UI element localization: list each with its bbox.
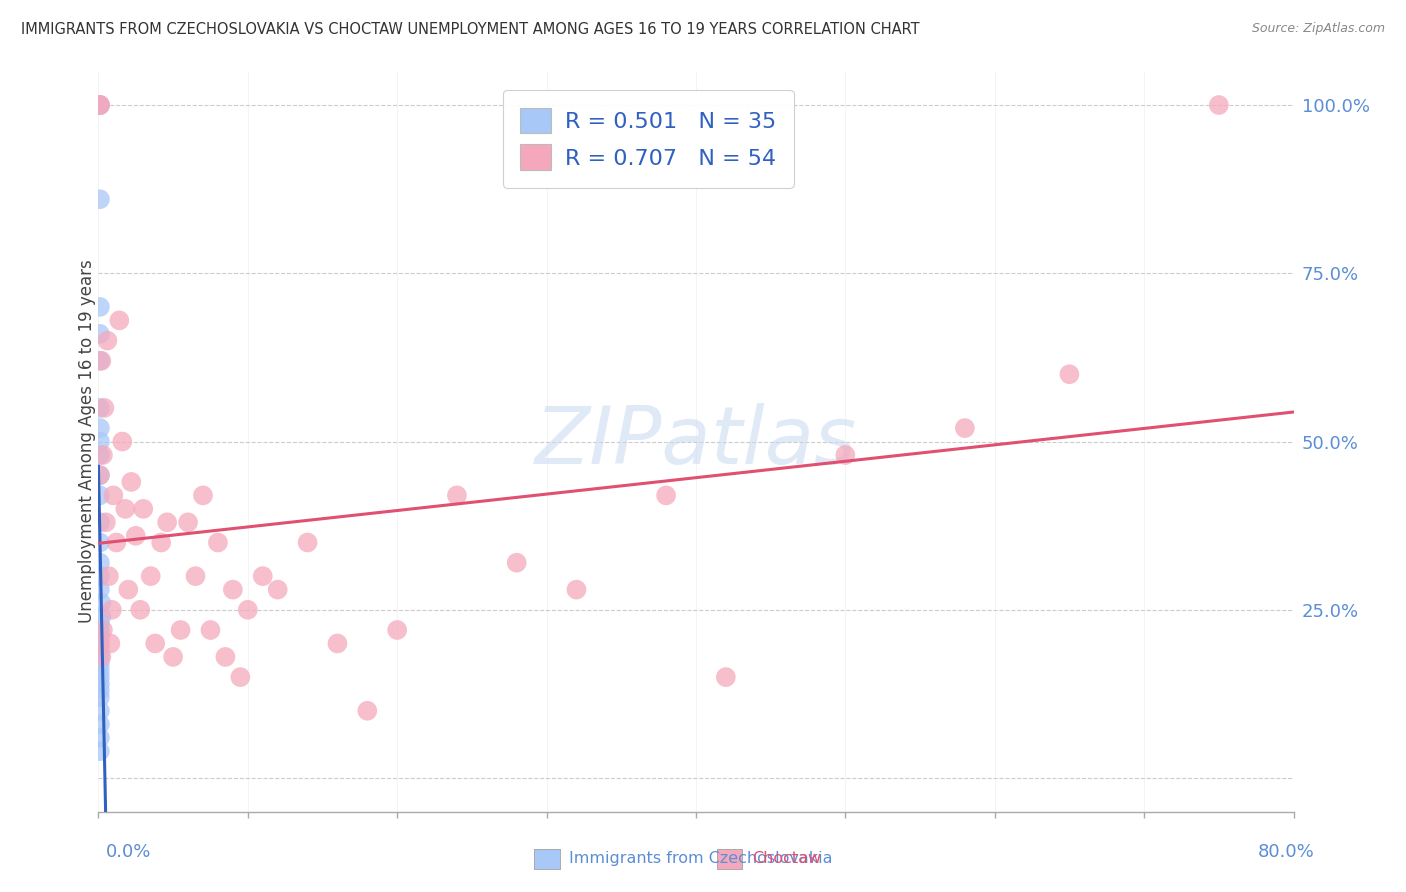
Legend: R = 0.501   N = 35, R = 0.707   N = 54: R = 0.501 N = 35, R = 0.707 N = 54 — [502, 90, 794, 188]
Point — [117, 582, 139, 597]
Point — [229, 670, 252, 684]
Point — [89, 569, 111, 583]
Point — [91, 448, 114, 462]
Point — [150, 535, 173, 549]
Point — [89, 98, 111, 112]
Point — [565, 582, 588, 597]
Point — [94, 516, 117, 530]
Point — [222, 582, 245, 597]
Point — [1059, 368, 1081, 382]
Point — [89, 636, 111, 650]
Point — [97, 569, 120, 583]
Point — [89, 657, 111, 671]
Point — [89, 630, 111, 644]
Text: Immigrants from Czechoslovakia: Immigrants from Czechoslovakia — [569, 851, 832, 865]
Point — [90, 353, 112, 368]
Point — [655, 488, 678, 502]
Point — [156, 516, 179, 530]
Point — [90, 649, 112, 664]
Point — [129, 603, 152, 617]
Point — [89, 731, 111, 745]
Point — [89, 616, 111, 631]
Point — [143, 636, 166, 650]
Point — [506, 556, 529, 570]
Text: 0.0%: 0.0% — [105, 843, 150, 861]
Point — [177, 516, 200, 530]
Point — [89, 488, 111, 502]
Point — [267, 582, 290, 597]
Point — [207, 535, 229, 549]
Point — [89, 353, 111, 368]
Point — [114, 501, 136, 516]
Point — [89, 468, 111, 483]
Text: Choctaw: Choctaw — [752, 851, 821, 865]
Point — [89, 704, 111, 718]
Point — [191, 488, 214, 502]
Point — [89, 516, 111, 530]
Point — [356, 704, 378, 718]
Point — [89, 636, 111, 650]
Point — [89, 670, 111, 684]
Y-axis label: Unemployment Among Ages 16 to 19 years: Unemployment Among Ages 16 to 19 years — [79, 260, 96, 624]
Point — [90, 609, 112, 624]
Point — [103, 488, 125, 502]
Point — [446, 488, 468, 502]
Point — [89, 98, 111, 112]
Point — [89, 468, 111, 483]
Point — [953, 421, 976, 435]
Point — [89, 582, 111, 597]
Text: 80.0%: 80.0% — [1258, 843, 1315, 861]
Point — [101, 603, 124, 617]
Point — [89, 690, 111, 705]
Point — [252, 569, 274, 583]
Point — [89, 98, 111, 112]
Point — [162, 649, 184, 664]
Point — [326, 636, 349, 650]
Point — [89, 744, 111, 758]
Point — [89, 683, 111, 698]
Point — [120, 475, 142, 489]
Point — [89, 643, 111, 657]
Point — [89, 677, 111, 691]
Point — [89, 421, 111, 435]
Point — [89, 98, 111, 112]
Point — [169, 623, 191, 637]
Text: ZIPatlas: ZIPatlas — [534, 402, 858, 481]
Point — [89, 664, 111, 678]
Point — [125, 529, 148, 543]
Point — [91, 623, 114, 637]
Point — [200, 623, 222, 637]
Point — [89, 717, 111, 731]
Text: Source: ZipAtlas.com: Source: ZipAtlas.com — [1251, 22, 1385, 36]
Point — [89, 448, 111, 462]
Point — [834, 448, 856, 462]
Point — [89, 623, 111, 637]
Point — [90, 596, 112, 610]
Point — [89, 434, 111, 449]
Point — [96, 334, 118, 348]
Point — [89, 300, 111, 314]
Point — [89, 326, 111, 341]
Point — [385, 623, 409, 637]
Point — [111, 434, 134, 449]
Point — [89, 556, 111, 570]
Point — [89, 535, 111, 549]
Point — [108, 313, 131, 327]
Point — [297, 535, 319, 549]
Point — [89, 649, 111, 664]
Point — [89, 401, 111, 415]
Point — [214, 649, 236, 664]
Point — [1208, 98, 1230, 112]
Point — [184, 569, 207, 583]
Point — [89, 192, 111, 206]
Point — [93, 401, 115, 415]
Point — [105, 535, 128, 549]
Point — [139, 569, 162, 583]
Point — [132, 501, 155, 516]
Text: IMMIGRANTS FROM CZECHOSLOVAKIA VS CHOCTAW UNEMPLOYMENT AMONG AGES 16 TO 19 YEARS: IMMIGRANTS FROM CZECHOSLOVAKIA VS CHOCTA… — [21, 22, 920, 37]
Point — [98, 636, 122, 650]
Point — [714, 670, 737, 684]
Point — [236, 603, 259, 617]
